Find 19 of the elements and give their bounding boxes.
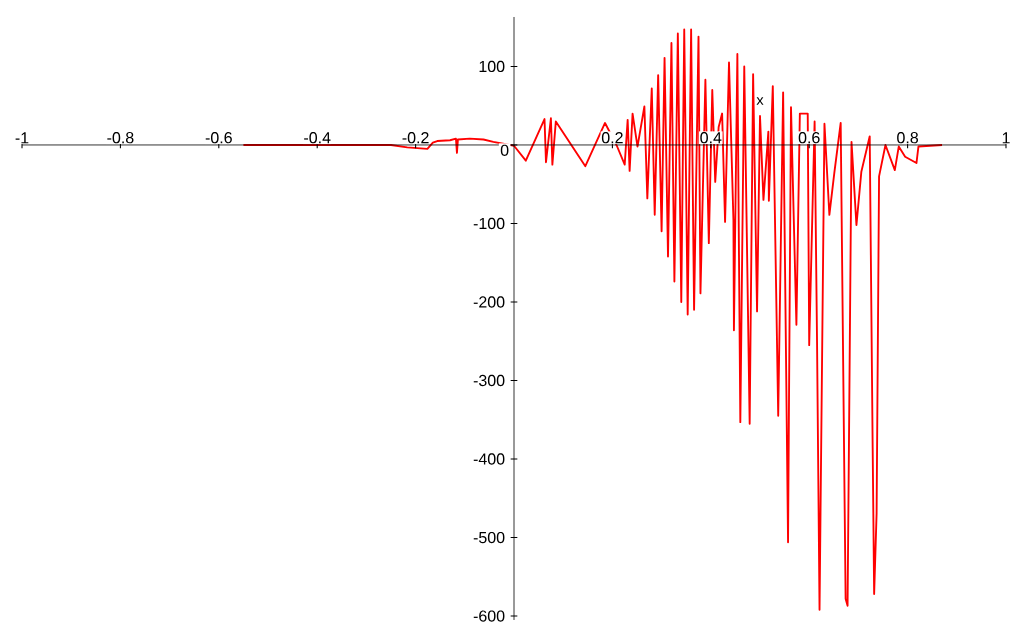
x-tick-label: 0.6	[798, 132, 820, 144]
y-tick-label: -400	[473, 453, 505, 465]
y-tick-label: -500	[473, 531, 505, 544]
x-tick-label: -0.2	[402, 132, 429, 144]
x-tick-label: 0.8	[897, 132, 919, 144]
x-tick-label: 0.2	[601, 132, 623, 144]
y-tick-label: -200	[473, 296, 505, 308]
y-tick-label: -300	[473, 374, 505, 387]
y-tick-label: -100	[473, 217, 505, 230]
x-tick-label: -0.8	[107, 132, 134, 144]
x-tick-label: -0.4	[304, 132, 331, 144]
y-tick-label: -600	[473, 610, 505, 622]
x-tick-label: 1	[1002, 132, 1010, 144]
x-tick-label: 0.4	[700, 132, 722, 144]
y-tick-label: 100	[479, 60, 505, 73]
x-axis-title: x	[756, 97, 764, 105]
x-tick-label: -1	[15, 132, 29, 144]
y-tick-label: 0	[500, 144, 509, 156]
x-tick-label: -0.6	[205, 132, 232, 144]
